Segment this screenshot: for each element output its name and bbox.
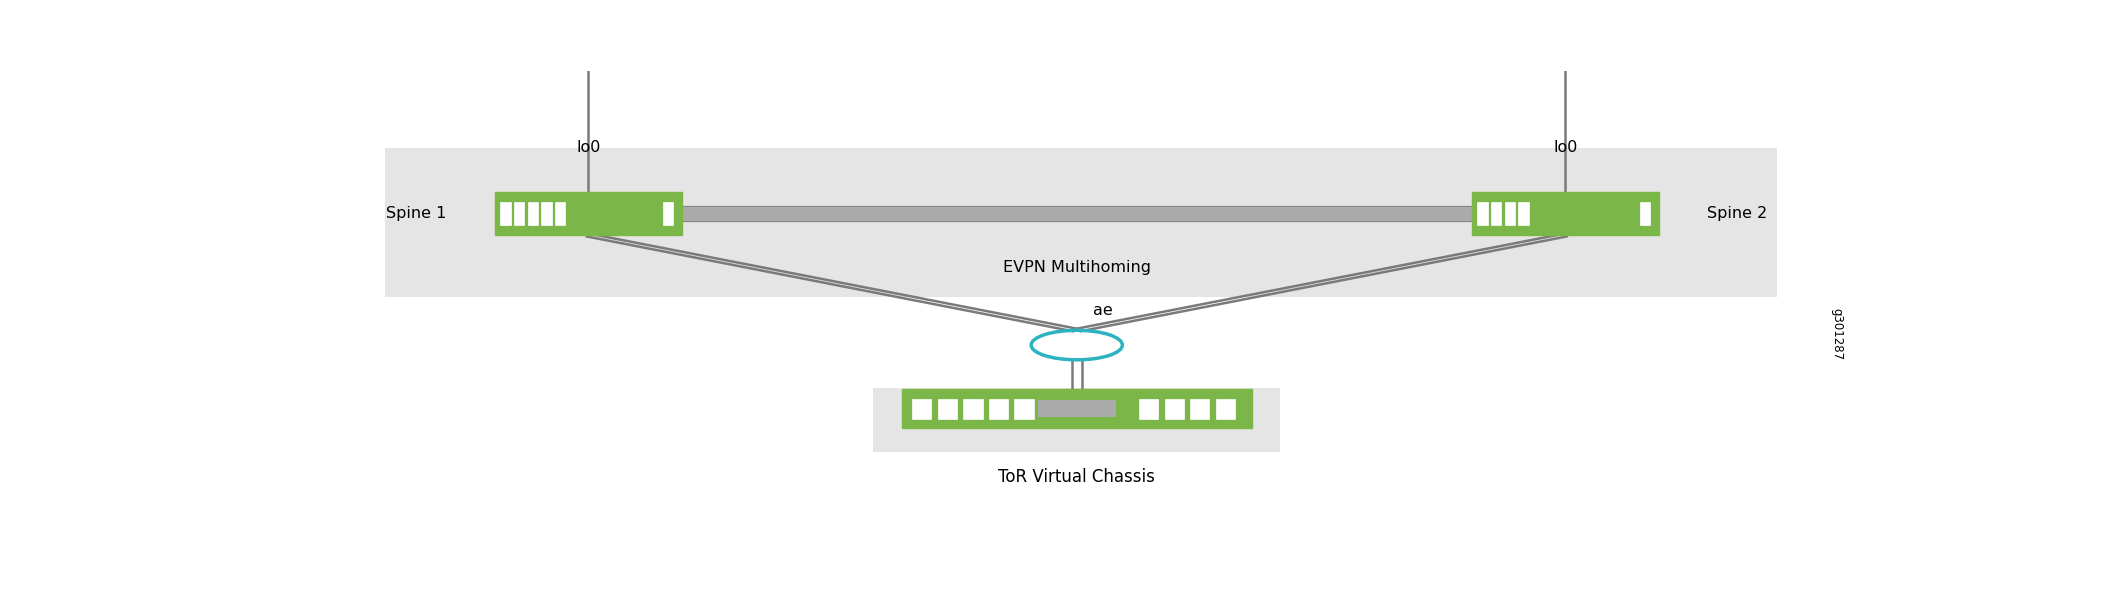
Bar [1639, 203, 1649, 225]
Bar [1519, 203, 1530, 225]
Bar [874, 388, 1280, 452]
Bar [937, 399, 958, 419]
Text: Spine 2: Spine 2 [1706, 206, 1767, 221]
Bar [1015, 399, 1034, 419]
Bar [912, 399, 931, 419]
Bar [542, 203, 553, 225]
Text: lo0: lo0 [576, 140, 601, 154]
Bar [384, 148, 1777, 297]
Bar [1139, 399, 1158, 419]
Bar [662, 203, 672, 225]
Bar [1189, 399, 1210, 419]
Bar [515, 203, 525, 225]
Bar [964, 399, 983, 419]
Bar [494, 192, 683, 235]
Text: ae: ae [1093, 303, 1114, 318]
Bar [1492, 203, 1502, 225]
Bar [527, 203, 538, 225]
Bar [1216, 399, 1235, 419]
Bar [990, 399, 1008, 419]
Bar [1477, 203, 1488, 225]
Text: ToR Virtual Chassis: ToR Virtual Chassis [998, 468, 1156, 485]
Bar [555, 203, 565, 225]
Bar [901, 389, 1252, 428]
Text: lo0: lo0 [1553, 140, 1578, 154]
Bar [1471, 192, 1660, 235]
Bar [500, 203, 511, 225]
Text: Spine 1: Spine 1 [387, 206, 448, 221]
Text: EVPN Multihoming: EVPN Multihoming [1002, 260, 1151, 276]
Bar [1038, 400, 1116, 417]
Bar [1164, 399, 1183, 419]
Bar [1504, 203, 1515, 225]
Text: g301287: g301287 [1830, 307, 1845, 360]
